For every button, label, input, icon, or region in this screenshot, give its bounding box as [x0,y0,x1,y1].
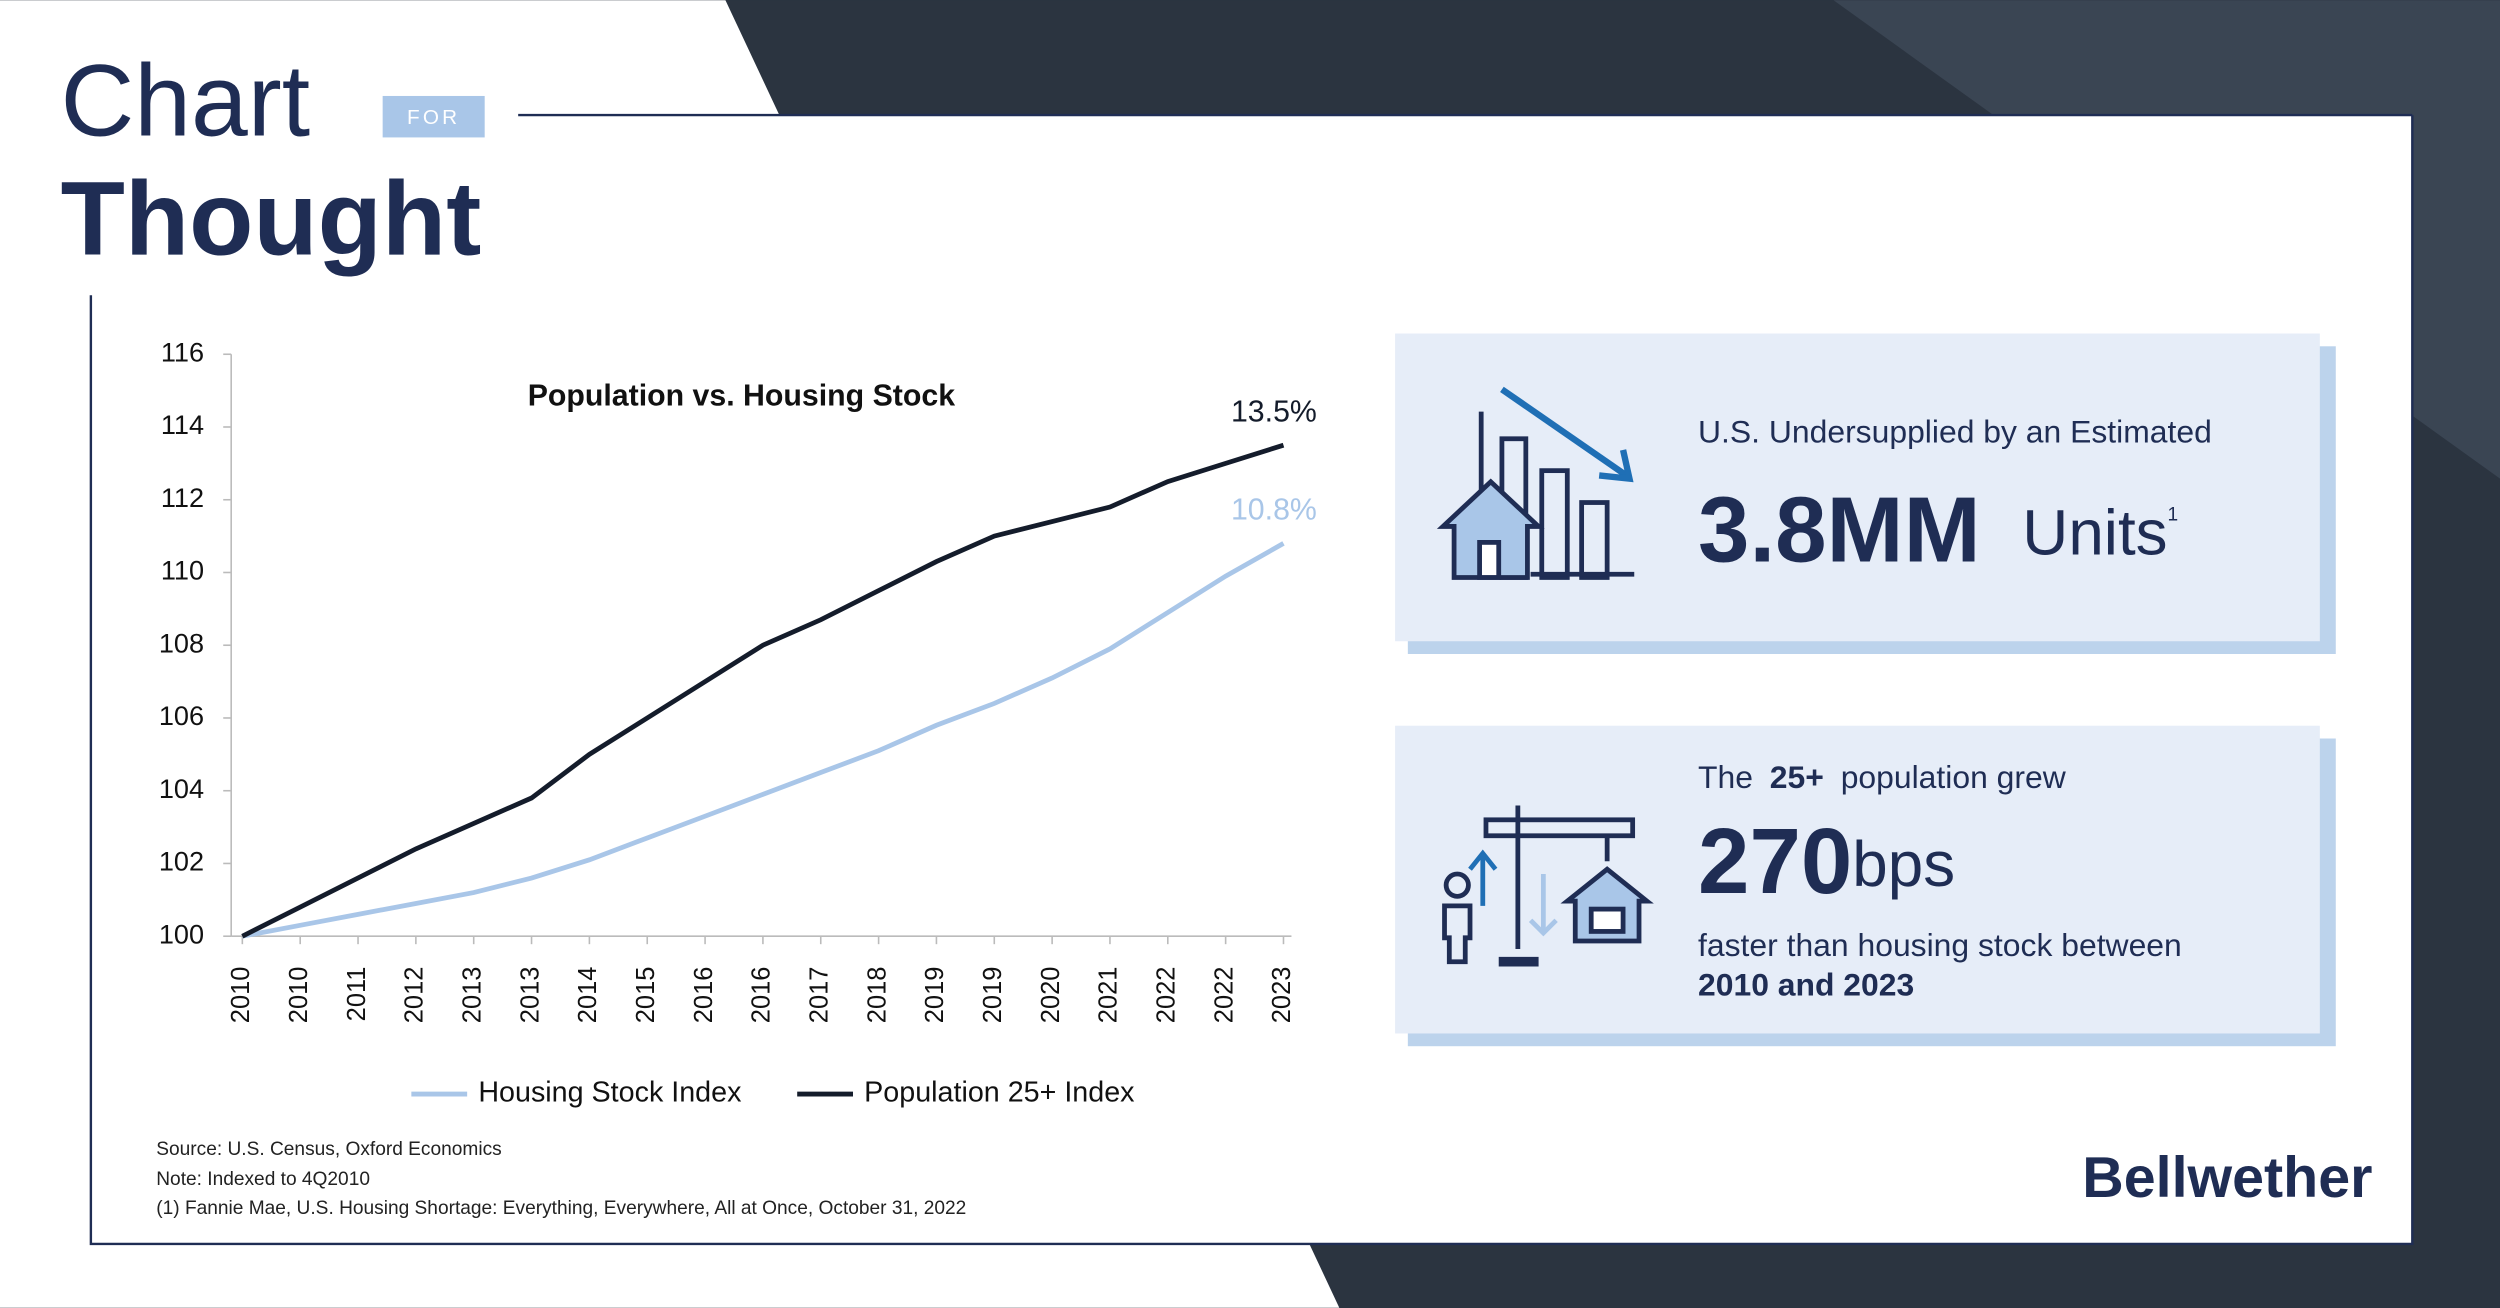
callout-lead: U.S. Undersupplied by an Estimated [1698,413,2212,449]
y-tick-label: 104 [159,773,204,804]
x-tick-label: 2020 [1037,967,1065,1024]
badge-box [382,95,485,138]
x-tick-label: 2016 [690,967,718,1024]
title-line1: Chart [61,44,311,158]
y-tick-label: 112 [161,482,204,513]
end-label: 13.5% [1231,395,1317,428]
end-label: 10.8% [1231,494,1317,527]
footnote: Source: U.S. Census, Oxford Economics [156,1139,501,1160]
callout-box [1395,333,2320,642]
footnote-mark: 1 [2168,504,2179,525]
footnote: Note: Indexed to 4Q2010 [156,1169,370,1190]
y-tick-label: 102 [159,846,204,877]
x-tick-label: 2012 [401,967,429,1024]
y-tick-label: 116 [161,336,204,367]
chart-title: Population vs. Housing Stock [528,379,955,412]
y-tick-label: 100 [159,918,204,949]
legend-label: Housing Stock Index [478,1077,742,1109]
x-tick-label: 2017 [805,967,833,1024]
x-tick-label: 2015 [632,967,660,1024]
callout-figure-value: 270 [1698,810,1852,914]
plot: 100 102 104 106 108 110 112 114 116 2010 2010 2011 2… [159,336,1317,1108]
x-tick-label: 2018 [863,967,891,1024]
card-border [89,115,2414,1246]
callout-unit: Units [2022,496,2167,568]
callout-tail: faster than housing stock between [1698,927,2182,963]
callout-unit: bps [1852,828,1955,900]
y-tick-label: 106 [159,700,204,731]
x-tick-label: 2021 [1095,967,1123,1024]
housing-icon [1436,386,1635,580]
x-tick-label: 2022 [1153,966,1181,1023]
footnote: (1) Fannie Mae, U.S. Housing Shortage: E… [156,1198,966,1219]
y-tick-label: 108 [159,627,204,658]
callout-figure: 270bps [1698,810,1955,914]
y-tick-label: 114 [161,409,204,440]
series-line [241,541,1285,939]
x-tick-label: 2019 [979,966,1007,1023]
x-tick-label: 2023 [1268,966,1296,1023]
x-tick-label: 2014 [574,967,602,1024]
brand-logo: Bellwether [2082,1146,2372,1210]
x-tick-label: 2016 [748,967,776,1024]
legend-label: Population 25+ Index [864,1077,1135,1109]
x-tick-label: 2010 [227,967,255,1024]
callout-figure: 3.8MM Units1 [1698,478,2178,582]
x-tick-label: 2010 [285,967,313,1024]
y-tick-label: 110 [161,555,204,586]
x-tick-label: 2019 [921,967,949,1024]
callout-lead-post: population grew [1841,759,2067,795]
callout-lead-bold: 25+ [1770,759,1824,795]
x-tick-label: 2011 [343,967,371,1022]
x-tick-label: 2022 [1210,966,1238,1023]
callout-tail-bold: 2010 and 2023 [1698,967,1914,1003]
series-line [241,442,1285,939]
x-tick-label: 2013 [458,967,486,1024]
callout-lead: The 25+ population grew [1698,759,2067,795]
crane-icon [1442,805,1654,967]
badge: FOR [407,106,460,129]
callout-figure-value: 3.8MM [1698,478,1981,582]
x-tick-label: 2013 [516,967,544,1024]
callout-box [1395,725,2320,1034]
card [90,115,2413,1244]
callout-lead-pre: The [1698,759,1753,795]
title-line2: Thought [61,161,482,278]
